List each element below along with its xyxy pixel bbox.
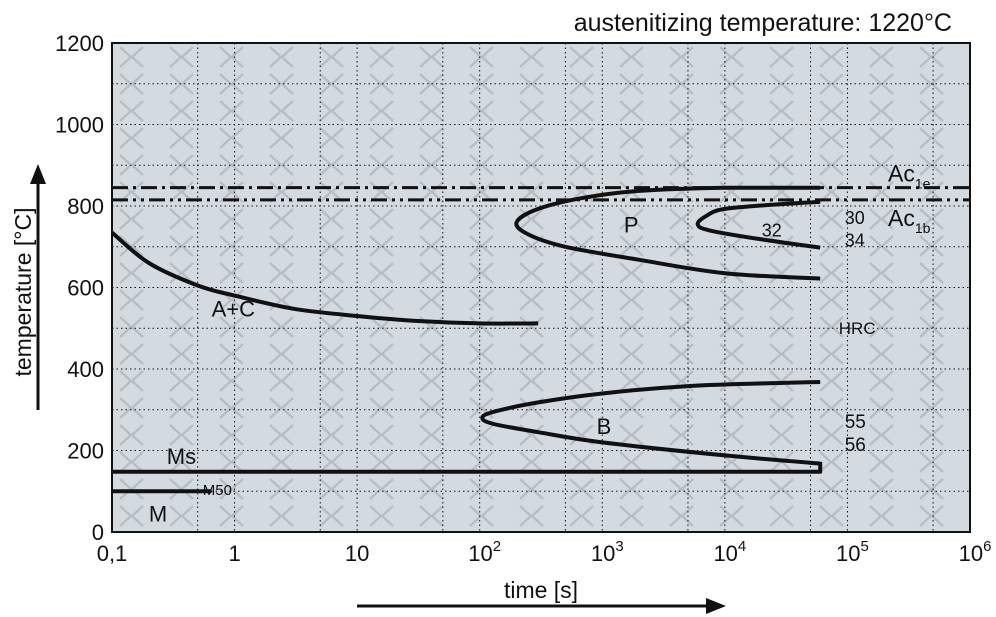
x-tick-label: 106: [959, 538, 992, 566]
chart-annotation: 34: [845, 231, 865, 251]
chart-annotation: HRC: [839, 319, 876, 338]
x-tick-labels: 0,1 1 10 102 103 104 105 106: [97, 538, 992, 566]
y-tick-label: 1200: [55, 31, 104, 56]
chart-annotation: P: [624, 212, 639, 237]
y-tick-label: 400: [67, 357, 104, 382]
chart-annotation: A+C: [212, 297, 256, 322]
transformation-curve: [110, 230, 539, 326]
x-axis-label: time [s]: [504, 577, 578, 603]
x-tick-label: 10: [345, 541, 369, 566]
chart-annotation: B: [597, 414, 612, 439]
x-tick-label: 105: [836, 538, 869, 566]
chart-annotation: 55: [845, 412, 866, 433]
y-axis-label: temperature [°C]: [10, 208, 36, 377]
x-tick-label: 102: [468, 538, 501, 566]
x-tick-label: 103: [591, 538, 624, 566]
chart-annotation: M50: [203, 482, 232, 499]
transformation-curve: [695, 199, 821, 250]
transformation-curve: [514, 185, 821, 281]
transformation-curve: [112, 461, 823, 474]
curves: [110, 185, 823, 494]
x-tick-label: 0,1: [97, 541, 128, 566]
chart-annotation: M: [149, 502, 167, 527]
x-axis-arrow-head: [706, 598, 726, 614]
reference-lines: Ac1e Ac1b: [112, 161, 970, 236]
reference-line-label: Ac1b: [888, 205, 931, 236]
transformation-curve: [480, 380, 821, 466]
chart-annotation: 32: [762, 220, 782, 240]
y-tick-labels: 0 200 400 600 800 1000 1200: [55, 31, 104, 545]
y-tick-label: 800: [67, 194, 104, 219]
chart-annotation: 30: [845, 208, 865, 228]
plot-frame: [111, 42, 971, 533]
reference-line-label: Ac1e: [888, 161, 931, 192]
chart-title: austenitizing temperature: 1220°C: [574, 9, 952, 37]
x-tick-label: 1: [228, 541, 240, 566]
y-tick-label: 1000: [55, 113, 104, 138]
y-tick-label: 0: [92, 520, 104, 545]
y-axis-arrow-head: [30, 164, 46, 184]
y-tick-label: 200: [67, 439, 104, 464]
chart-annotation: Ms: [167, 444, 196, 469]
chart-annotation: 56: [845, 435, 866, 456]
x-tick-label: 104: [713, 538, 746, 566]
y-tick-label: 600: [67, 276, 104, 301]
